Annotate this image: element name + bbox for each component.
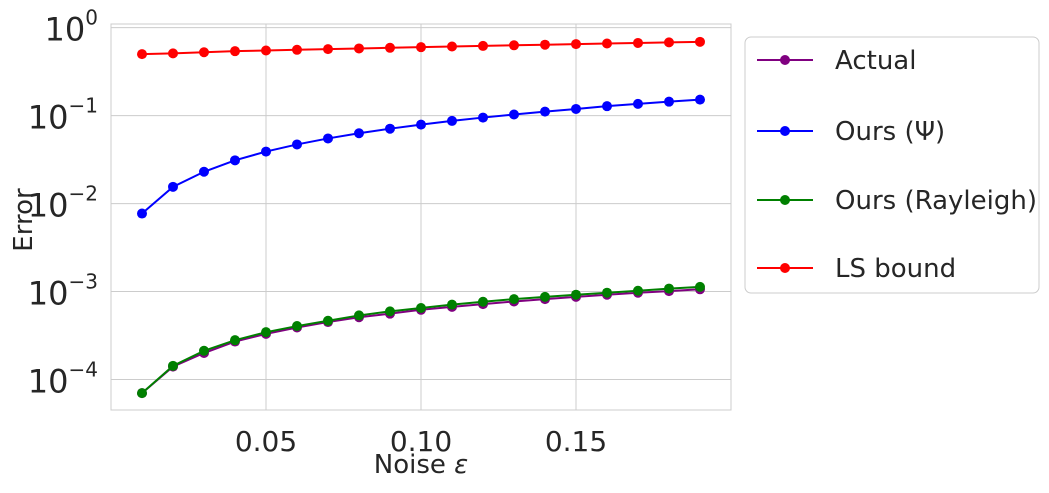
data-point (664, 37, 674, 48)
data-point (664, 283, 674, 294)
data-point (447, 41, 457, 52)
data-point (571, 103, 581, 114)
data-point (416, 302, 426, 313)
data-point (230, 335, 240, 346)
data-point (292, 139, 302, 150)
y-tick-label: 10−2 (28, 182, 98, 225)
legend-label: Ours (Ψ) (835, 117, 945, 147)
legend-entry: Ours (Rayleigh) (757, 186, 1037, 216)
y-tick-label: 10−1 (28, 94, 98, 137)
x-tick-label: 0.10 (390, 425, 452, 458)
data-point (478, 112, 488, 123)
y-tick-label: 100 (45, 6, 98, 49)
data-point (230, 46, 240, 57)
data-point (168, 360, 178, 371)
data-point (602, 287, 612, 298)
data-point (571, 39, 581, 50)
legend-marker (780, 126, 790, 136)
data-point (416, 42, 426, 53)
data-point (261, 45, 271, 56)
data-point (137, 49, 147, 60)
data-point (695, 281, 705, 292)
legend-label: Ours (Rayleigh) (835, 186, 1037, 216)
data-point (540, 39, 550, 50)
data-point (602, 101, 612, 112)
data-point (137, 208, 147, 219)
x-axis-label: Noise ε (374, 450, 468, 480)
data-point (323, 44, 333, 55)
data-point (540, 106, 550, 117)
legend-frame (744, 36, 1040, 294)
legend-marker (780, 195, 790, 205)
data-point (385, 306, 395, 317)
data-point (695, 36, 705, 47)
data-point (230, 155, 240, 166)
data-point (633, 98, 643, 109)
data-point (137, 388, 147, 399)
legend: Actual Ours (Ψ) Ours (Rayleigh) LS bound (744, 36, 1040, 294)
tick-labels: 0.05 0.10 0.15 10−4 10−3 10−2 10−1 100 (28, 6, 607, 458)
data-point (602, 38, 612, 49)
data-point (385, 42, 395, 53)
series-group (137, 36, 705, 399)
data-point (199, 47, 209, 58)
data-point (509, 294, 519, 305)
data-point (199, 345, 209, 356)
data-point (633, 37, 643, 48)
data-point (292, 44, 302, 55)
x-tick-label: 0.15 (545, 425, 607, 458)
legend-label: LS bound (835, 254, 956, 284)
legend-label: Actual (835, 46, 916, 76)
data-point (478, 40, 488, 51)
data-point (571, 289, 581, 300)
plot-area-frame (110, 23, 732, 411)
data-point (323, 315, 333, 326)
y-tick-label: 10−3 (28, 270, 98, 313)
legend-marker (780, 55, 790, 65)
data-point (354, 43, 364, 54)
data-point (261, 327, 271, 338)
data-point (199, 166, 209, 177)
data-point (447, 115, 457, 126)
data-point (261, 146, 271, 157)
data-point (385, 123, 395, 134)
y-axis-label: Error (9, 188, 39, 252)
data-point (323, 133, 333, 144)
data-point (354, 310, 364, 321)
data-point (168, 181, 178, 192)
data-point (478, 296, 488, 307)
data-point (447, 299, 457, 310)
data-point (509, 40, 519, 51)
series-ours-rayleigh (137, 281, 705, 399)
data-point (168, 48, 178, 59)
data-point (695, 94, 705, 105)
data-point (292, 321, 302, 332)
legend-marker (780, 263, 790, 273)
y-tick-label: 10−4 (28, 357, 98, 400)
series-ours (137, 94, 705, 219)
data-point (540, 291, 550, 302)
series-ls-bound (137, 36, 705, 60)
legend-entry: LS bound (757, 254, 956, 284)
grid (111, 24, 731, 410)
data-point (664, 96, 674, 107)
data-point (633, 285, 643, 296)
data-point (509, 109, 519, 120)
data-point (416, 119, 426, 130)
legend-entry: Actual (757, 46, 916, 76)
legend-entry: Ours (Ψ) (757, 117, 945, 147)
x-tick-label: 0.05 (235, 425, 297, 458)
data-point (354, 128, 364, 139)
